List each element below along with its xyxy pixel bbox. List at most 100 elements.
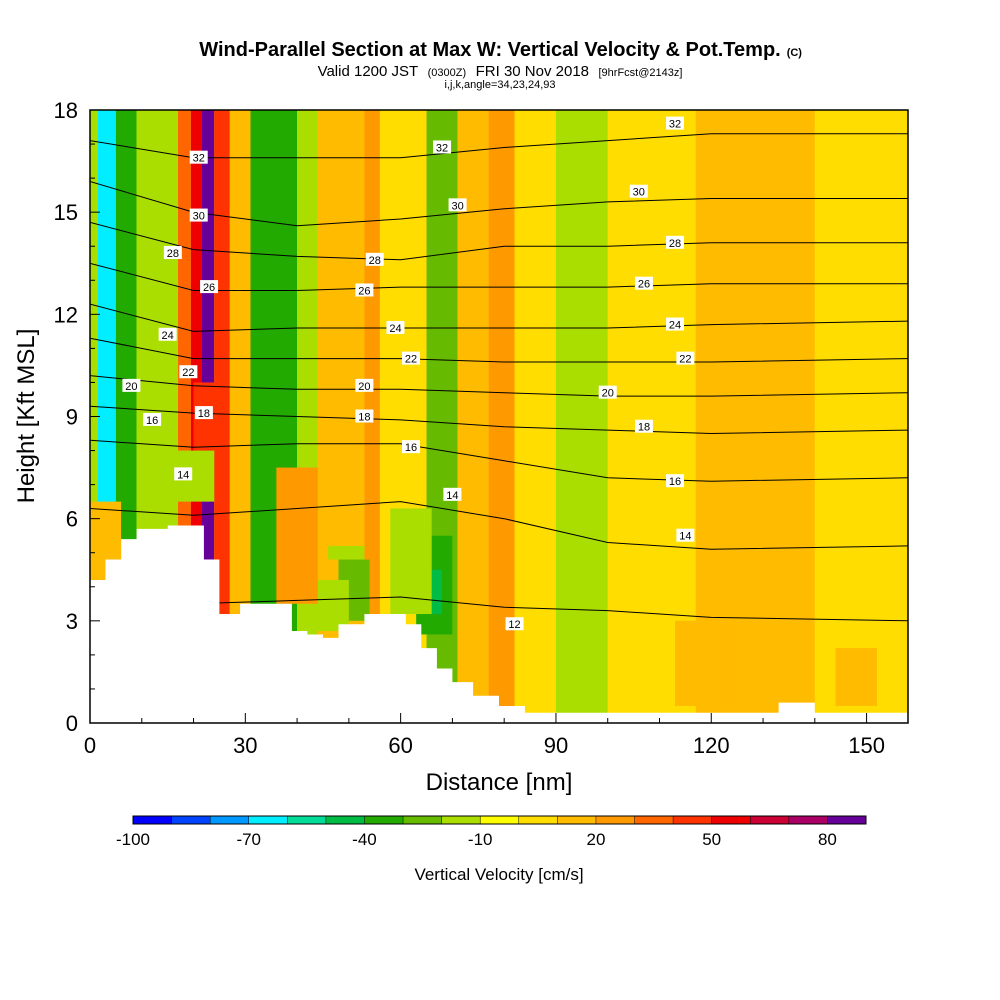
- svg-text:24: 24: [162, 330, 174, 342]
- colorbar-swatch-5: [325, 816, 365, 824]
- isentrope-label-32-1: 32: [433, 140, 452, 154]
- colorbar-swatch-1: [171, 816, 211, 824]
- isentropes: [90, 133, 908, 622]
- colorbar-swatch-3: [248, 816, 288, 824]
- isentrope-label-22-1: 22: [401, 351, 420, 366]
- isentrope-label-14-0: 14: [174, 467, 193, 481]
- x-tick-label-0: 0: [84, 733, 96, 758]
- y-axis: 0 3 6 9 12 15 18: [54, 98, 100, 736]
- chart-subtitle: Valid 1200 JST (0300Z) FRI 30 Nov 2018 […: [318, 63, 683, 80]
- colorbar-label--10: -10: [468, 830, 493, 849]
- x-axis: 0 30 60 90 120 150: [84, 713, 885, 758]
- svg-text:20: 20: [125, 381, 137, 393]
- isentrope-label-32-0: 32: [189, 150, 208, 165]
- svg-text:16: 16: [669, 476, 681, 488]
- isentrope-label-24-1: 24: [386, 320, 405, 335]
- isentrope-label-30-1: 30: [448, 198, 467, 212]
- isentrope-label-18-0: 18: [194, 406, 213, 420]
- colorbar-swatch-8: [441, 816, 481, 824]
- svg-text:32: 32: [193, 153, 205, 165]
- svg-text:30: 30: [633, 187, 645, 199]
- svg-text:30: 30: [451, 200, 463, 212]
- svg-text:22: 22: [182, 367, 194, 379]
- colorbar-swatch-7: [403, 816, 443, 824]
- svg-text:32: 32: [669, 119, 681, 131]
- velocity-cell-10: [675, 620, 727, 706]
- velocity-column-22: [814, 110, 908, 723]
- colorbar-swatch-0: [133, 816, 173, 824]
- colorbar-swatch-14: [673, 816, 713, 824]
- colorbar-swatch-15: [711, 816, 751, 824]
- svg-text:14: 14: [679, 531, 691, 543]
- x-tick-label-60: 60: [388, 733, 412, 758]
- svg-text:12: 12: [508, 619, 520, 631]
- colorbar-label--100: -100: [116, 830, 150, 849]
- y-tick-label-3: 3: [66, 609, 78, 634]
- isentrope-24: [90, 303, 908, 332]
- subtitle-utc: (0300Z): [428, 67, 467, 79]
- plot-area: 12 14 14 14 16 16 16 18 18 18 20 20 20 22 22 22 24 24 24 26…: [89, 109, 909, 724]
- isentrope-label-16-1: 16: [401, 440, 420, 454]
- y-axis-title: Height [Kft MSL]: [13, 329, 40, 504]
- x-tick-label-150: 150: [848, 733, 885, 758]
- velocity-column-18: [555, 110, 608, 723]
- isentrope-label-20-2: 20: [598, 385, 617, 400]
- colorbar-label--70: -70: [236, 830, 261, 849]
- svg-text:24: 24: [669, 320, 681, 332]
- isentrope-label-26-2: 26: [634, 276, 653, 291]
- y-tick-label-18: 18: [54, 98, 78, 123]
- svg-text:22: 22: [405, 354, 417, 366]
- colorbar-swatch-17: [788, 816, 828, 824]
- isentrope-14: [90, 501, 908, 550]
- colorbar-swatch-6: [364, 816, 404, 824]
- chart-title: Wind-Parallel Section at Max W: Vertical…: [199, 39, 780, 61]
- isentrope-16: [90, 439, 908, 482]
- isentrope-20: [90, 375, 908, 397]
- x-tick-label-120: 120: [693, 733, 730, 758]
- x-tick-label-90: 90: [544, 733, 568, 758]
- terrain-fill: [90, 525, 908, 723]
- svg-text:32: 32: [436, 142, 448, 154]
- colorbar-label--40: -40: [352, 830, 377, 849]
- velocity-cell-0: [328, 545, 365, 560]
- svg-text:22: 22: [679, 354, 691, 366]
- colorbar-label-20: 20: [586, 830, 605, 849]
- y-tick-label-9: 9: [66, 405, 78, 430]
- isentrope-label-32-2: 32: [666, 116, 685, 131]
- terrain: [90, 525, 908, 723]
- colorbar-frame: [132, 815, 867, 825]
- isentrope-label-26-1: 26: [355, 283, 374, 297]
- isentrope-label-20-0: 20: [122, 378, 141, 393]
- isentrope-label-12-0: 12: [505, 617, 524, 631]
- colorbar-label-50: 50: [702, 830, 721, 849]
- svg-text:28: 28: [669, 238, 681, 250]
- colorbar-swatch-9: [480, 816, 520, 824]
- svg-text:30: 30: [193, 211, 205, 223]
- svg-text:18: 18: [198, 408, 210, 420]
- isentrope-label-24-2: 24: [666, 317, 685, 332]
- colorbar-label-80: 80: [818, 830, 837, 849]
- colorbar-title: Vertical Velocity [cm/s]: [414, 865, 583, 884]
- isentrope-label-28-0: 28: [163, 246, 182, 260]
- velocity-column-17: [514, 110, 556, 723]
- subtitle-date: FRI 30 Nov 2018: [476, 63, 589, 80]
- isentrope-label-18-1: 18: [355, 409, 374, 424]
- svg-text:16: 16: [146, 415, 158, 427]
- colorbar-swatch-11: [557, 816, 597, 824]
- svg-text:20: 20: [602, 388, 614, 400]
- isentrope-label-16-0: 16: [143, 412, 162, 427]
- velocity-cell-11: [835, 648, 877, 706]
- svg-text:26: 26: [358, 285, 370, 297]
- isentrope-label-14-2: 14: [676, 528, 695, 543]
- velocity-column-19: [607, 110, 634, 723]
- isentrope-label-16-2: 16: [666, 474, 685, 488]
- isentrope-30: [90, 181, 908, 227]
- colorbar-swatch-12: [595, 816, 636, 824]
- svg-text:18: 18: [638, 422, 650, 434]
- isentrope-label-22-0: 22: [179, 365, 198, 379]
- svg-text:28: 28: [167, 248, 179, 260]
- isentrope-label-30-0: 30: [189, 208, 208, 223]
- svg-text:26: 26: [638, 279, 650, 291]
- colorbar-swatch-18: [827, 816, 867, 824]
